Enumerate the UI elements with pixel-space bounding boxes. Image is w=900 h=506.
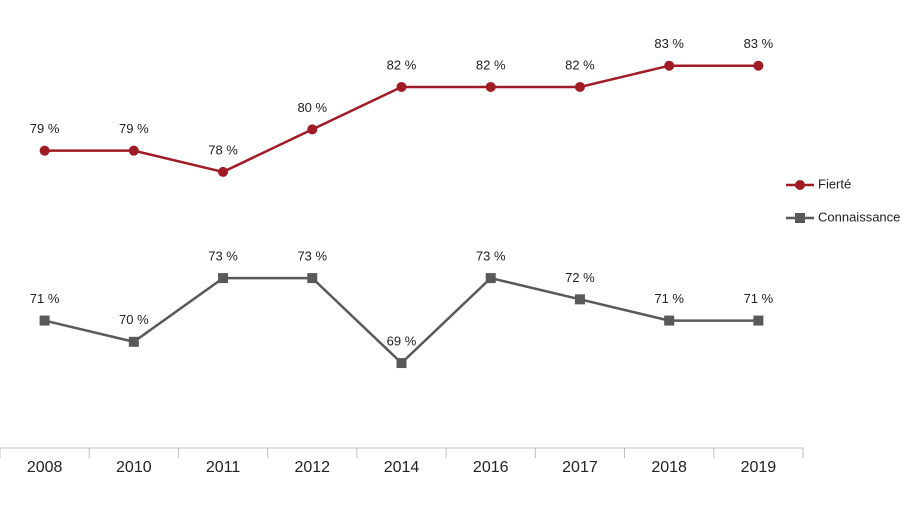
x-tick-label: 2019 (741, 459, 777, 476)
marker (574, 294, 585, 305)
x-tick-label: 2014 (384, 459, 420, 476)
x-tick-label: 2008 (27, 459, 63, 476)
legend-marker (795, 180, 805, 190)
marker (574, 81, 585, 92)
marker (753, 315, 764, 326)
legend-marker (795, 213, 805, 223)
series-line (44, 64, 759, 174)
marker (39, 315, 50, 326)
x-tick-label: 2018 (651, 459, 687, 476)
value-label: 70 % (119, 312, 149, 327)
marker (664, 60, 675, 71)
marker (396, 358, 407, 369)
value-label: 80 % (297, 100, 327, 115)
marker (218, 166, 229, 177)
value-label: 73 % (297, 249, 327, 264)
x-tick-label: 2010 (116, 459, 152, 476)
x-tick-label: 2011 (206, 459, 241, 476)
value-label: 73 % (208, 249, 238, 264)
marker (485, 273, 496, 284)
legend-label: Fierté (818, 176, 851, 191)
marker (128, 145, 139, 156)
value-label: 72 % (565, 270, 595, 285)
marker (218, 273, 229, 284)
value-label: 82 % (565, 57, 595, 72)
marker (39, 145, 50, 156)
marker (307, 273, 318, 284)
marker (753, 60, 764, 71)
value-label: 73 % (476, 249, 506, 264)
value-label: 71 % (654, 291, 684, 306)
legend-label: Connaissance (818, 209, 900, 224)
marker (307, 124, 318, 135)
x-tick-label: 2016 (473, 459, 509, 476)
value-label: 83 % (654, 36, 684, 51)
value-label: 82 % (476, 57, 506, 72)
x-tick-label: 2017 (562, 459, 598, 476)
x-tick-label: 2012 (294, 459, 330, 476)
marker (128, 336, 139, 347)
marker (485, 81, 496, 92)
series-line (44, 276, 759, 365)
value-label: 71 % (30, 291, 60, 306)
value-label: 79 % (119, 121, 149, 136)
value-label: 69 % (387, 333, 417, 348)
marker (664, 315, 675, 326)
marker (396, 81, 407, 92)
value-label: 71 % (744, 291, 774, 306)
value-label: 83 % (744, 36, 774, 51)
value-label: 82 % (387, 57, 417, 72)
value-label: 79 % (30, 121, 60, 136)
value-label: 78 % (208, 142, 238, 157)
